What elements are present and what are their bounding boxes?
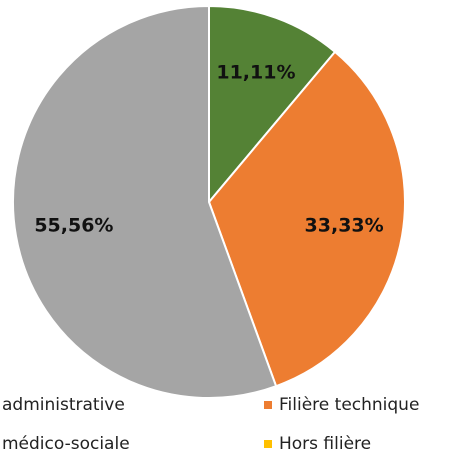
legend-label: Hors filière	[279, 434, 371, 454]
pie-slice	[12, 4, 278, 399]
legend-label: Filière technique	[279, 395, 419, 415]
legend-marker	[264, 401, 272, 409]
pie-slice	[208, 4, 337, 205]
legend-label: administrative	[2, 395, 125, 415]
data-label: 11,11%	[216, 62, 295, 84]
legend-marker	[264, 440, 272, 448]
pie-slice	[207, 50, 406, 388]
data-label: 33,33%	[305, 214, 384, 236]
data-label: 55,56%	[34, 214, 113, 236]
legend-label: médico-sociale	[2, 434, 130, 454]
